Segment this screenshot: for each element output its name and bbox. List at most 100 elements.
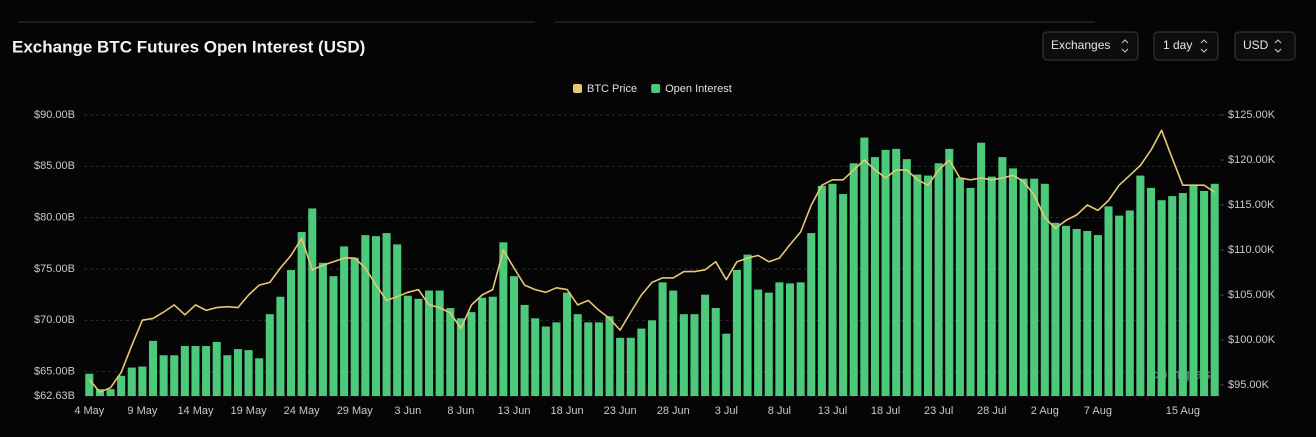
x-tick-label: 3 Jun <box>394 405 421 417</box>
dropdown-label[interactable]: USD <box>1243 38 1269 52</box>
bar <box>902 159 911 396</box>
bar <box>1146 187 1156 396</box>
bar <box>191 346 200 396</box>
dropdown[interactable]: Exchanges <box>1042 31 1139 61</box>
y-tick-label: $90.00B <box>34 109 75 121</box>
bar <box>987 176 996 396</box>
x-tick-label: 9 May <box>127 405 157 417</box>
price-line <box>88 129 1216 393</box>
bar <box>552 322 561 396</box>
bar <box>881 149 890 396</box>
bar <box>647 320 657 396</box>
bar <box>1019 178 1028 396</box>
bar <box>605 316 614 396</box>
dropdown-box[interactable] <box>1042 31 1139 61</box>
bar <box>350 257 359 396</box>
bar <box>679 314 688 396</box>
bar <box>1093 235 1102 396</box>
bar <box>1062 225 1071 396</box>
bar <box>1115 215 1124 396</box>
dropdown-box[interactable] <box>1234 31 1296 61</box>
bar <box>467 312 476 396</box>
bar <box>732 270 741 396</box>
bar <box>860 137 869 396</box>
bar <box>541 326 550 396</box>
x-tick-label: 14 May <box>177 405 214 417</box>
legend-swatch <box>651 84 661 93</box>
x-tick-label: 8 Jun <box>447 405 474 417</box>
bar <box>701 294 710 396</box>
bar <box>977 142 986 396</box>
dropdown-box[interactable] <box>1153 31 1219 61</box>
bar <box>743 254 752 396</box>
bar <box>456 318 465 396</box>
x-tick-label: 3 Jul <box>715 405 738 417</box>
bar <box>955 177 964 396</box>
x-tick-label: 28 Jun <box>657 405 690 417</box>
bar <box>478 297 487 396</box>
bar <box>223 355 232 396</box>
bar <box>233 349 242 396</box>
bar <box>754 289 763 396</box>
y-tick-label: $75.00B <box>34 263 75 275</box>
y-tick-label: $85.00B <box>34 160 75 172</box>
dropdown[interactable]: 1 day <box>1153 31 1219 61</box>
bar <box>202 346 211 396</box>
y2-tick-label: $120.00K <box>1228 154 1276 166</box>
bar <box>1178 193 1187 396</box>
bar <box>945 148 954 396</box>
x-tick-label: 8 Jul <box>768 405 791 417</box>
bar <box>616 337 625 396</box>
plot: $62.63B $65.00B $70.00B $75.00B $80.00B $85.0… <box>34 83 1276 417</box>
bar <box>170 355 179 396</box>
bar <box>573 314 582 396</box>
bar <box>106 389 115 396</box>
bar <box>212 341 221 396</box>
bar <box>297 232 306 396</box>
y2-tick-label: $115.00K <box>1228 199 1275 211</box>
bar <box>817 185 826 396</box>
bar <box>626 337 635 396</box>
x-tick-label: 23 Jul <box>924 405 953 417</box>
bar <box>1157 200 1166 396</box>
bar <box>1136 175 1145 396</box>
bar <box>425 290 434 396</box>
bar <box>520 304 529 396</box>
bar <box>658 282 667 396</box>
bar <box>244 350 253 396</box>
bar <box>807 233 816 396</box>
x-tick-label: 13 Jul <box>818 405 847 417</box>
y-tick-label: $65.00B <box>34 366 75 378</box>
legend-label: Open Interest <box>665 83 732 95</box>
bar <box>488 296 497 396</box>
y-tick-label: $70.00B <box>34 314 75 326</box>
bar <box>117 375 126 396</box>
x-tick-label: 24 May <box>284 405 321 417</box>
dropdown-label[interactable]: 1 day <box>1163 38 1192 52</box>
x-tick-label: 19 May <box>231 405 268 417</box>
legend-label: BTC Price <box>587 83 637 95</box>
bar <box>796 282 805 396</box>
bar <box>849 163 858 396</box>
bar <box>870 157 879 396</box>
bar <box>722 333 731 396</box>
bar <box>138 366 147 396</box>
bar <box>1030 178 1039 396</box>
bar <box>775 282 784 396</box>
bar <box>85 373 94 396</box>
bar <box>764 292 773 396</box>
y2-tick-label: $95.00K <box>1228 379 1270 391</box>
x-tick-label: 23 Jun <box>604 405 637 417</box>
bar <box>499 242 508 396</box>
bar <box>924 175 933 396</box>
x-tick-label: 28 Jul <box>977 405 1006 417</box>
bar <box>913 174 922 396</box>
dropdown-label[interactable]: Exchanges <box>1051 38 1110 52</box>
bar <box>1072 228 1081 396</box>
dropdown-icon <box>1121 39 1129 53</box>
dropdown[interactable]: USD <box>1234 31 1296 61</box>
bar <box>1125 210 1134 396</box>
bar <box>255 358 264 396</box>
legend-swatch <box>573 84 582 93</box>
